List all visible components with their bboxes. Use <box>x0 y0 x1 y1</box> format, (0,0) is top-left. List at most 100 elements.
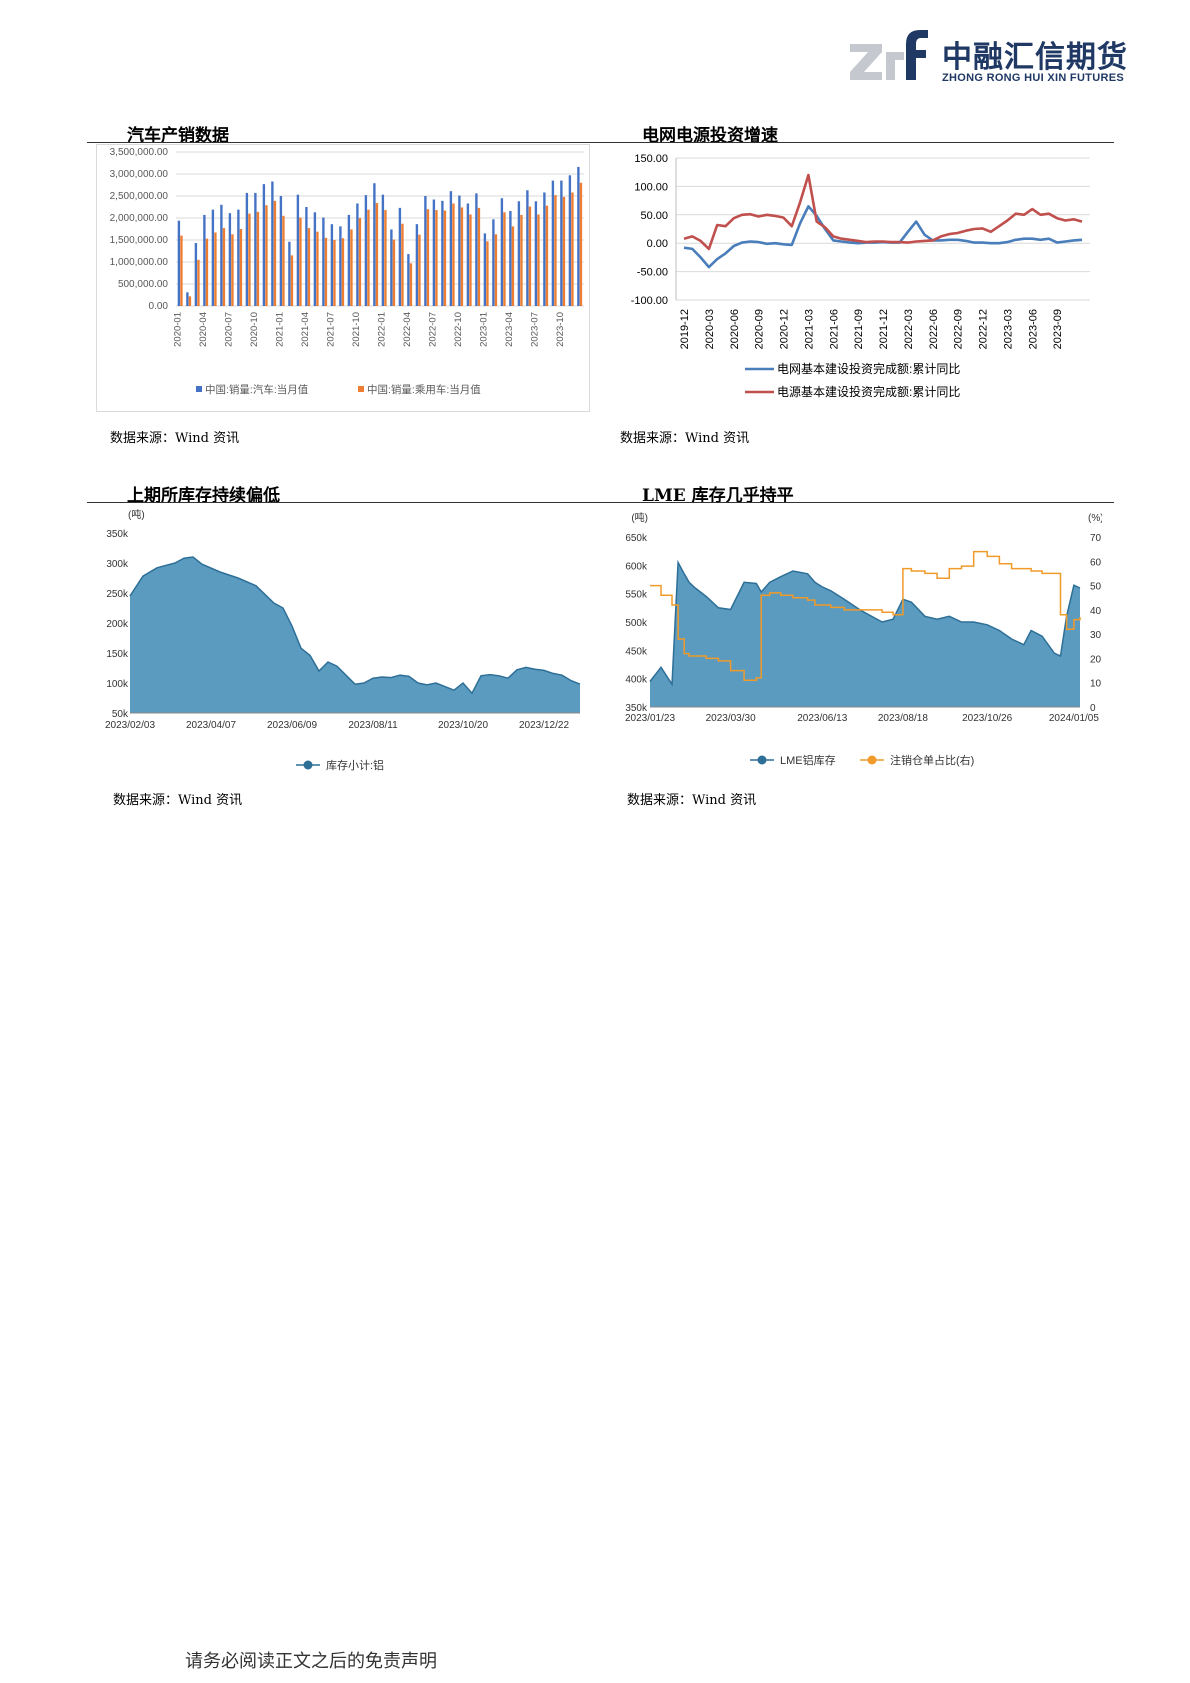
bar <box>390 229 393 306</box>
bar <box>347 214 351 306</box>
bar <box>271 181 274 306</box>
x-tick-label: 2023/04/07 <box>186 720 236 731</box>
bar <box>256 211 260 306</box>
bar <box>248 213 251 306</box>
bar <box>460 207 464 306</box>
bar <box>418 234 421 306</box>
bar <box>358 218 362 306</box>
x-tick-label: 2021-04 <box>300 312 311 347</box>
section-title-shfe-inventory: 上期所库存持续偏低 <box>127 486 280 506</box>
legend-label: 电网基本建设投资完成额:累计同比 <box>777 361 960 376</box>
data-source-note: 数据来源：Wind 资讯 <box>110 431 240 446</box>
y-tick-label-right: 70 <box>1090 533 1102 544</box>
bar <box>262 184 266 306</box>
x-tick-label: 2023/08/11 <box>348 720 398 731</box>
bar <box>296 194 300 306</box>
x-tick-label: 2023-01 <box>478 312 489 347</box>
auto-sales-bar-chart: 0.00 500,000.00 1,000,000.00 1,500,000.00 2,… <box>96 144 590 412</box>
y-tick-label: 3,500,000.00 <box>110 147 169 158</box>
y-tick-label-right: 60 <box>1090 557 1102 568</box>
y-tick-label-right: 40 <box>1090 606 1102 617</box>
y-tick-label: -50.00 <box>637 267 668 279</box>
x-tick-label: 2023/01/23 <box>625 713 675 724</box>
y-tick-label: 1,500,000.00 <box>110 235 169 246</box>
x-tick-label: 2022-12 <box>978 309 990 349</box>
bar <box>254 192 257 306</box>
zrf-logo-mark <box>850 30 928 80</box>
x-tick-label: 2019-12 <box>679 309 691 349</box>
bar <box>177 220 181 306</box>
bar <box>426 209 430 306</box>
bar <box>290 255 294 306</box>
bar <box>494 234 498 306</box>
legend-label: 中国:销量:汽车:当月值 <box>205 383 309 396</box>
y-tick-label-right: 20 <box>1090 654 1102 665</box>
bar <box>350 229 353 306</box>
section-title-grid-investment: 电网电源投资增速 <box>642 126 778 146</box>
y-tick-label: 50k <box>112 709 129 720</box>
x-tick-label: 2023/10/26 <box>962 713 1012 724</box>
x-tick-label: 2020-03 <box>704 309 716 349</box>
bar <box>194 243 198 306</box>
series-line <box>683 173 1083 251</box>
bar <box>222 228 226 306</box>
x-tick-label: 2023/10/20 <box>438 720 488 731</box>
bar <box>322 217 325 306</box>
section-title-auto-sales: 汽车产销数据 <box>127 126 229 146</box>
y-tick-label: 500,000.00 <box>118 279 168 290</box>
y-tick-label: 500k <box>625 618 648 629</box>
bar <box>543 192 546 306</box>
legend-label: 注销仓单占比(右) <box>890 753 974 767</box>
bar <box>415 224 419 306</box>
area-fill <box>650 562 1080 707</box>
bar <box>500 198 504 306</box>
section-title-lme-inventory: LME 库存几乎持平 <box>642 486 794 506</box>
x-tick-label: 2021-07 <box>325 312 336 347</box>
bar <box>356 203 359 306</box>
bar <box>458 195 461 306</box>
bar <box>571 192 574 306</box>
bar <box>503 212 506 306</box>
logo-name-en: ZHONG RONG HUI XIN FUTURES <box>942 72 1124 84</box>
x-tick-label: 2021-12 <box>878 309 890 349</box>
x-tick-label: 2023/03/30 <box>706 713 756 724</box>
bar <box>568 175 572 306</box>
x-tick-label: 2021-03 <box>803 309 815 349</box>
bar <box>220 204 223 306</box>
x-tick-label: 2023-06 <box>1027 309 1039 349</box>
bar <box>237 209 240 306</box>
y-unit-label-left: (吨) <box>631 511 648 524</box>
bar <box>526 190 529 306</box>
legend-marker <box>303 760 313 770</box>
bar <box>520 214 523 306</box>
y-unit-label: (吨) <box>128 508 145 521</box>
section-divider <box>87 142 1114 143</box>
y-tick-label: 400k <box>625 675 648 686</box>
x-tick-label: 2021-01 <box>274 312 285 347</box>
x-tick-label: 2023-04 <box>504 312 515 347</box>
x-tick-label: 2023-10 <box>555 312 566 347</box>
bar <box>579 182 583 306</box>
bar <box>239 229 243 306</box>
x-tick-label: 2020-09 <box>754 309 766 349</box>
y-tick-label: 450k <box>625 646 648 657</box>
legend-marker <box>867 755 877 765</box>
shfe-inventory-area-chart: (吨) 50k 100k 150k 200k 250k 300k 350k 2023/02/03… <box>105 508 581 772</box>
bar <box>392 239 396 306</box>
y-tick-label: 100.00 <box>634 181 668 193</box>
bar <box>486 241 489 306</box>
x-tick-label: 2022-09 <box>953 309 965 349</box>
bar <box>435 210 438 306</box>
area-line <box>649 559 1081 687</box>
bar <box>205 238 209 306</box>
data-source-note: 数据来源：Wind 资讯 <box>620 431 750 446</box>
bar <box>279 196 283 306</box>
bar <box>424 196 427 306</box>
bar <box>466 203 470 306</box>
y-unit-label-right: (%) <box>1088 513 1102 524</box>
y-tick-label: 650k <box>625 533 648 544</box>
bar <box>477 207 481 306</box>
data-source-note: 数据来源：Wind 资讯 <box>113 793 243 808</box>
legend-swatch <box>196 386 202 392</box>
bar <box>186 292 189 306</box>
